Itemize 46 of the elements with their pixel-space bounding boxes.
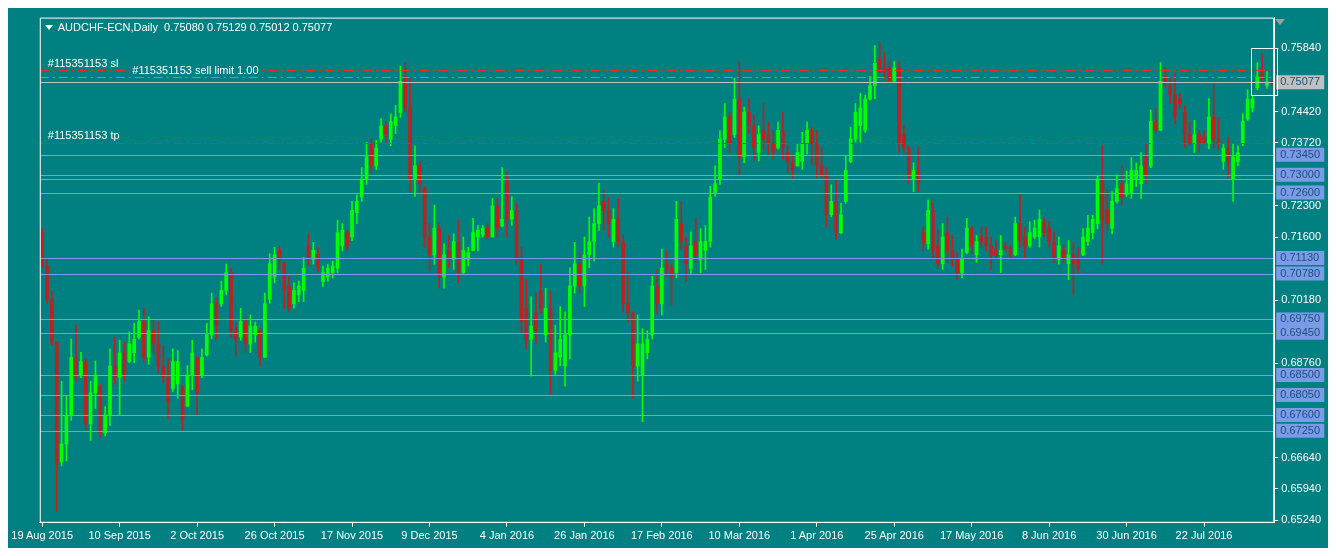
- x-tick-label: 17 May 2016: [939, 529, 1004, 542]
- ref-line-label: 0.67600: [1280, 408, 1320, 421]
- ref-line-label: 0.68050: [1280, 388, 1320, 401]
- ref-line-label: 0.67250: [1280, 423, 1320, 436]
- candlestick: [112, 336, 117, 385]
- y-tick-label: 0.72300: [1281, 198, 1321, 211]
- candlestick: [998, 234, 1003, 273]
- candlestick: [500, 167, 504, 228]
- ref-line-label: 0.73000: [1280, 167, 1320, 180]
- ref-line-label: #115351153 sell limit 1.00: [132, 63, 259, 76]
- x-tick-label: 22 Jul 2016: [1175, 529, 1233, 542]
- y-tick-label: 0.66640: [1281, 450, 1321, 463]
- x-tick-label: 26 Oct 2015: [244, 529, 305, 542]
- y-tick-label: 0.65940: [1281, 482, 1321, 494]
- ref-line-label: #115351153 sl: [47, 56, 119, 69]
- x-tick-label: 1 Apr 2016: [790, 529, 844, 542]
- x-tick-label: 17 Nov 2015: [320, 529, 384, 542]
- y-tick-label: 0.71600: [1281, 230, 1321, 243]
- ref-line-label: 0.75077: [1280, 75, 1320, 88]
- candlestick: [529, 296, 533, 377]
- chart-title: AUDCHF-ECN,Daily 0.75080 0.75129 0.75012 0.75077: [57, 20, 333, 33]
- x-tick-label: 30 Jun 2016: [1096, 529, 1157, 542]
- ref-line-label: 0.70780: [1280, 266, 1320, 279]
- x-tick-label: 9 Dec 2015: [401, 529, 458, 542]
- ref-line-label: 0.69450: [1280, 325, 1320, 338]
- y-tick-label: 0.65240: [1281, 513, 1321, 526]
- x-tick-label: 26 Jan 2016: [554, 529, 615, 542]
- x-tick-label: 8 Jun 2016: [1021, 529, 1077, 542]
- x-tick-label: 10 Mar 2016: [708, 529, 771, 542]
- y-tick-label: 0.75840: [1281, 41, 1321, 54]
- y-tick-label: 0.74420: [1281, 104, 1321, 117]
- x-tick-label: 19 Aug 2015: [11, 529, 74, 542]
- ref-line-label: 0.73450: [1280, 147, 1320, 160]
- ref-line-label: 0.69750: [1280, 312, 1320, 325]
- x-tick-label: 2 Oct 2015: [170, 529, 225, 542]
- x-tick-label: 25 Apr 2016: [864, 529, 924, 542]
- ref-line-label: 0.71130: [1280, 250, 1320, 263]
- ref-line-label: 0.68500: [1280, 368, 1320, 381]
- y-tick-label: 0.68760: [1281, 356, 1321, 369]
- ref-line-label: 0.72600: [1280, 185, 1320, 198]
- y-tick-label: 0.73720: [1281, 135, 1321, 148]
- ref-line-label: #115351153 tp: [47, 129, 120, 142]
- x-tick-label: 10 Sep 2015: [88, 529, 151, 542]
- x-tick-label: 17 Feb 2016: [630, 529, 693, 542]
- x-tick-label: 4 Jan 2016: [479, 529, 535, 542]
- y-tick-label: 0.70180: [1281, 293, 1321, 306]
